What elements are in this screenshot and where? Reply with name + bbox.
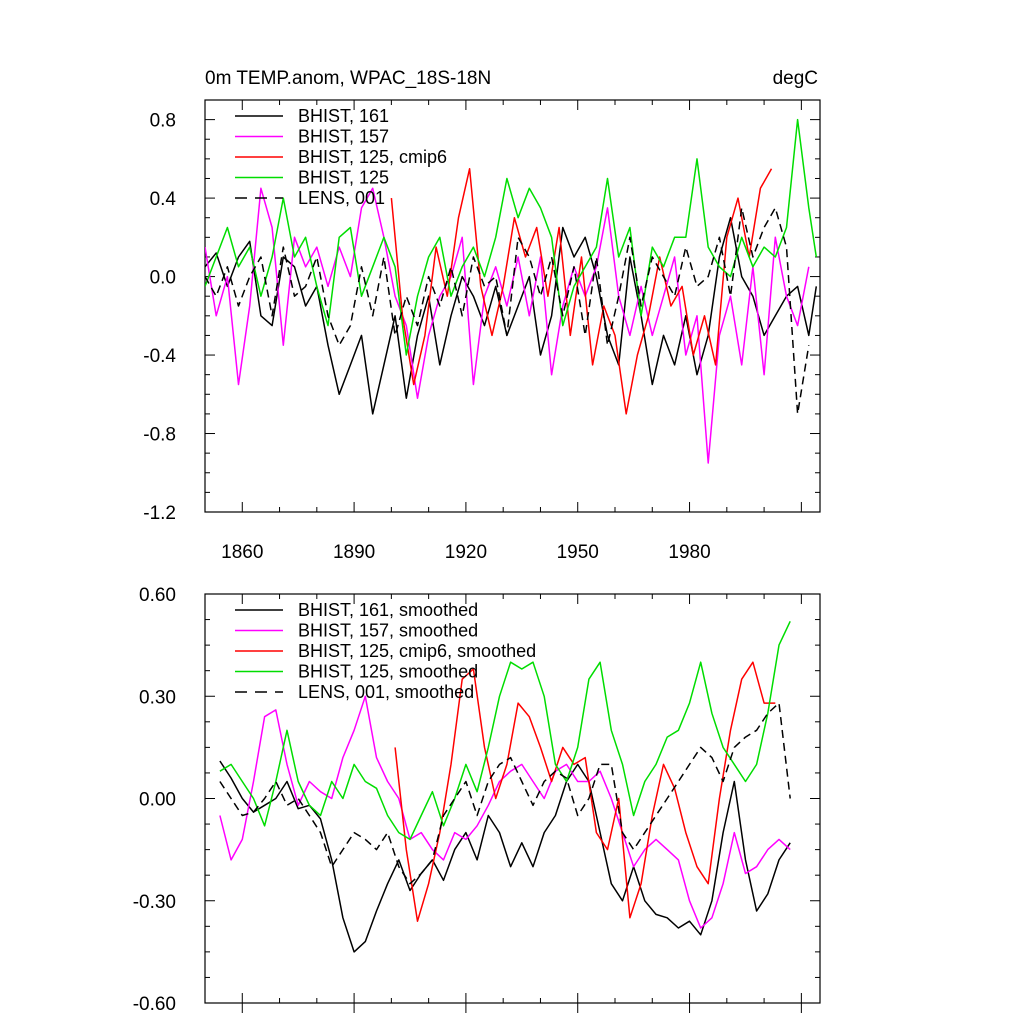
legend-label: BHIST, 125, cmip6, smoothed [298, 641, 536, 661]
legend-label: LENS, 001, smoothed [298, 682, 474, 702]
plot-frame [204, 99, 821, 513]
x-tick-label: 1980 [668, 542, 710, 563]
y-tick-label: 0.8 [150, 111, 176, 132]
series-line-3 [219, 620, 791, 841]
top-panel: 0m TEMP.anom, WPAC_18S-18N degC -1.2 -0.8 -0… [143, 68, 821, 563]
x-tick-label: 1860 [221, 542, 263, 563]
series-line-0 [205, 216, 818, 415]
legend-label: BHIST, 125, smoothed [298, 662, 478, 682]
legend-label: BHIST, 157 [298, 127, 389, 147]
series-line-3 [205, 118, 818, 356]
legend-label: BHIST, 125, cmip6 [298, 147, 447, 167]
series-line-2 [390, 167, 773, 415]
legend-label: BHIST, 125 [298, 168, 389, 188]
legend-label: BHIST, 157, smoothed [298, 621, 478, 641]
units-label: degC [773, 68, 818, 89]
series-line-1 [205, 187, 810, 464]
y-tick-label: -0.60 [133, 994, 176, 1015]
series-line-1 [219, 695, 791, 929]
series-line-2 [394, 661, 776, 922]
y-tick-label: -1.2 [143, 503, 176, 524]
series-line-4 [205, 207, 810, 415]
x-tick-label: 1890 [333, 542, 375, 563]
y-tick-label: 0.60 [139, 585, 176, 606]
series-line-0 [219, 760, 791, 953]
y-tick-label: 0.30 [139, 687, 176, 708]
x-tick-label: 1950 [557, 542, 599, 563]
y-tick-label: 0.0 [150, 268, 176, 289]
y-tick-label: -0.4 [143, 346, 176, 367]
y-tick-label: 0.00 [139, 790, 176, 811]
y-tick-label: -0.30 [133, 892, 176, 913]
series-line-4 [219, 702, 791, 885]
chart-title: 0m TEMP.anom, WPAC_18S-18N [205, 68, 491, 89]
legend-label: LENS, 001 [298, 188, 385, 208]
y-tick-label: -0.8 [143, 425, 176, 446]
x-tick-label: 1920 [445, 542, 487, 563]
legend-label: BHIST, 161, smoothed [298, 600, 478, 620]
legend-label: BHIST, 161 [298, 106, 389, 126]
bottom-panel: -0.60 -0.30 0.00 0.30 0.60 BHIST, 161, smooth… [133, 585, 821, 1015]
y-tick-label: 0.4 [150, 189, 177, 210]
